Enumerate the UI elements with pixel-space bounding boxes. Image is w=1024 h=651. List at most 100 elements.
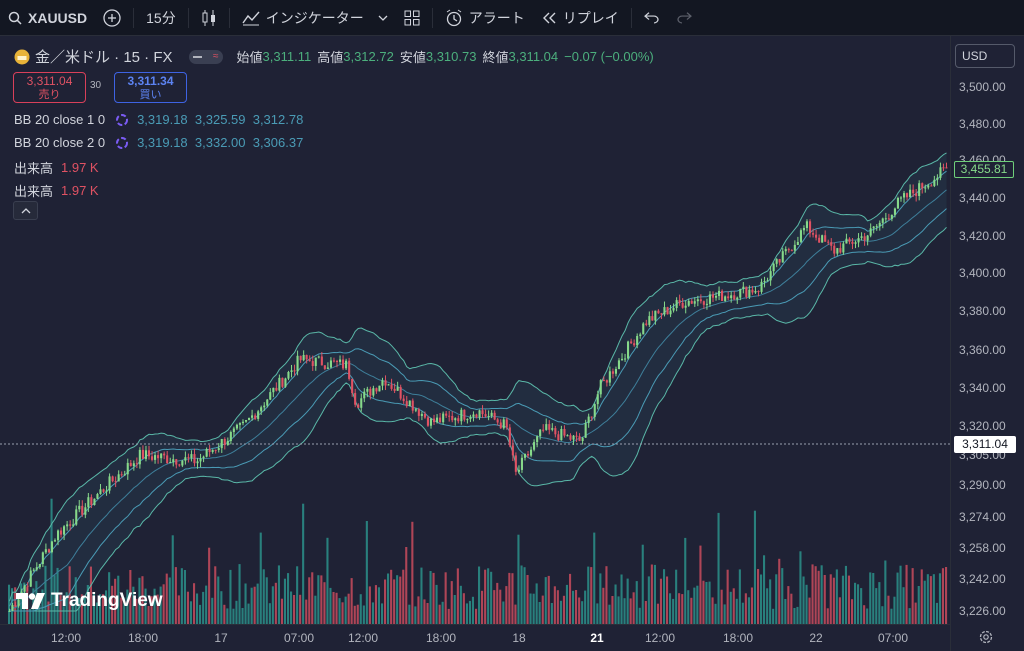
volume-bar <box>347 593 350 624</box>
volume-bar <box>705 582 708 624</box>
undo-button[interactable] <box>636 0 668 36</box>
candle-body <box>29 570 32 587</box>
volume-bar <box>144 588 147 624</box>
volume-bar <box>381 603 384 624</box>
candle-body <box>739 289 742 298</box>
candle-body <box>924 187 927 189</box>
volume-bar <box>851 599 854 624</box>
redo-button[interactable] <box>668 0 700 36</box>
volume-bar <box>29 609 32 624</box>
candle-body <box>72 524 75 526</box>
chart-pane[interactable]: 金／米ドル · 15 · FX ≈ 始値 3,311.11 高値 3,312.7… <box>0 36 950 624</box>
volume-bar <box>274 582 277 624</box>
candle-body <box>254 415 257 419</box>
volume-bar <box>471 596 474 624</box>
currency-select[interactable]: USD <box>955 44 1015 68</box>
sell-button[interactable]: 3,311.04 売り <box>13 72 86 103</box>
indicator-volume-2[interactable]: 出来高 1.97 K <box>14 181 99 200</box>
candle-body <box>287 372 290 379</box>
candle-body <box>499 422 502 429</box>
volume-bar <box>135 598 138 624</box>
indicator-volume-1[interactable]: 出来高 1.97 K <box>14 158 99 177</box>
symbol-search[interactable]: XAUUSD <box>0 0 95 36</box>
candle-body <box>551 428 554 430</box>
indicator-bb1[interactable]: BB 20 close 1 0 3,319.18 3,325.59 3,312.… <box>14 112 303 127</box>
layouts-button[interactable] <box>396 0 428 36</box>
volume-bar <box>526 575 529 624</box>
add-symbol-button[interactable] <box>95 0 129 36</box>
volume-bar <box>690 597 693 624</box>
chevron-down-icon <box>378 15 388 21</box>
interval-button[interactable]: 15分 <box>146 9 176 26</box>
candle-body <box>605 380 608 383</box>
time-tick: 22 <box>809 631 823 645</box>
candle-body <box>696 299 699 302</box>
candle-body <box>663 307 666 315</box>
high-label: 高値 <box>317 50 344 65</box>
volume-bar <box>499 589 502 624</box>
volume-bar <box>893 596 896 624</box>
candle-body <box>802 228 805 231</box>
candle-body <box>87 497 90 508</box>
candle-body <box>523 454 526 458</box>
volume-bar <box>314 595 317 624</box>
volume-bar <box>596 603 599 624</box>
volume-bar <box>235 600 238 624</box>
indicator-name: 出来高 <box>14 161 54 176</box>
legend-toggle[interactable]: ≈ <box>188 49 223 64</box>
buy-button[interactable]: 3,311.34 買い <box>114 72 187 103</box>
volume-bar <box>165 573 168 624</box>
candle-body <box>23 585 26 592</box>
collapse-legend-button[interactable] <box>13 201 38 220</box>
candle-body <box>778 259 781 263</box>
volume-bar <box>863 605 866 624</box>
volume-bar <box>550 603 553 624</box>
volume-bar <box>59 595 62 624</box>
volume-bar <box>265 577 268 624</box>
candle-body <box>190 454 193 459</box>
chart-type-button[interactable] <box>193 0 225 36</box>
volume-bar <box>750 587 753 624</box>
price-axis[interactable]: USD 3,500.00 3,480.00 3,460.00 3,440.00 3,42… <box>950 36 1024 651</box>
indicators-button[interactable]: インジケーター <box>234 0 396 36</box>
candle-body <box>251 415 254 418</box>
price-chart[interactable] <box>0 36 950 624</box>
volume-bar <box>496 582 499 624</box>
volume-bar <box>487 568 490 624</box>
volume-bar <box>438 604 441 624</box>
logo-text: TradingView <box>51 590 163 611</box>
volume-bar <box>335 592 338 624</box>
volume-bar <box>650 564 653 624</box>
settings-icon[interactable] <box>978 629 994 645</box>
symbol-label: XAUUSD <box>28 9 88 26</box>
volume-bar <box>196 593 199 624</box>
volume-bar <box>820 565 823 624</box>
candle-body <box>554 428 557 435</box>
candle-body <box>675 300 678 308</box>
candle-body <box>226 440 229 445</box>
volume-bar <box>814 566 817 624</box>
volume-bar <box>945 567 948 624</box>
volume-bar <box>353 605 356 624</box>
volume-bar <box>162 584 165 624</box>
tv-logo-icon <box>16 593 45 609</box>
alert-button[interactable]: アラート <box>437 0 533 36</box>
time-axis[interactable]: 12:00 18:00 17 07:00 12:00 18:00 18 21 12:00 18:0… <box>0 624 950 651</box>
volume-bar <box>168 577 171 624</box>
candle-body <box>899 197 902 199</box>
candle-body <box>533 442 536 450</box>
indicator-bb2[interactable]: BB 20 close 2 0 3,319.18 3,332.00 3,306.… <box>14 135 303 150</box>
candle-body <box>630 341 633 344</box>
replay-button[interactable]: リプレイ <box>533 0 627 36</box>
last-price-label: 3,455.81 <box>954 161 1014 178</box>
candle-body <box>326 367 329 369</box>
volume-bar <box>905 564 908 624</box>
low-value: 3,310.73 <box>425 49 477 64</box>
tradingview-logo[interactable]: TradingView <box>16 590 163 612</box>
volume-bar <box>411 521 414 624</box>
volume-bar <box>159 586 162 624</box>
volume-bar <box>872 573 875 624</box>
candle-body <box>154 455 157 460</box>
price-tick: 3,420.00 <box>959 229 1006 243</box>
volume-bar <box>77 598 80 624</box>
